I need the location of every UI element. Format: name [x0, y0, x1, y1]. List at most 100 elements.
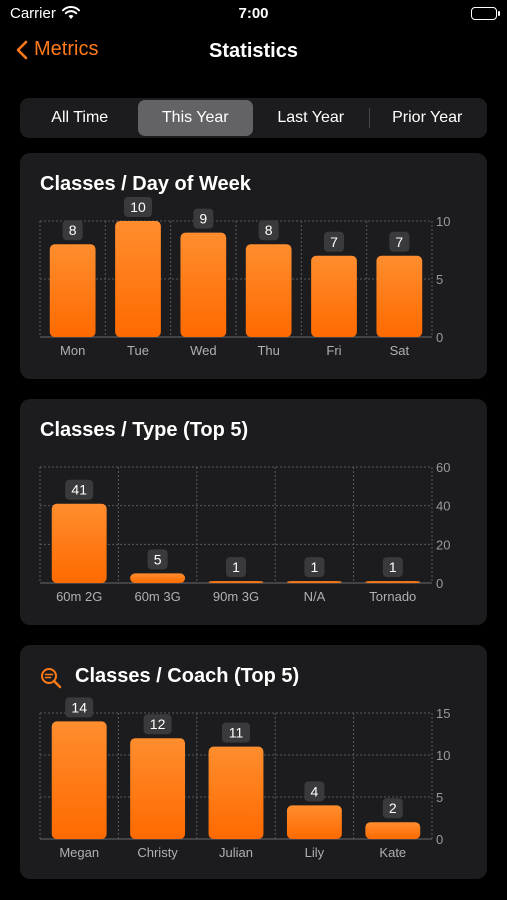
data-label: 41 — [71, 482, 87, 498]
x-tick-label: Mon — [60, 343, 85, 358]
bar[interactable] — [311, 255, 357, 337]
y-tick-label: 5 — [436, 790, 443, 805]
day-of-week-card: Classes / Day of Week 0 5 10 8 Mon 10 Tue 9 Wed 8… — [20, 153, 487, 379]
data-label: 14 — [71, 699, 87, 715]
x-tick-label: Tornado — [369, 589, 416, 604]
bar[interactable] — [208, 581, 264, 583]
y-tick-label: 0 — [436, 832, 443, 847]
y-tick-label: 10 — [436, 214, 450, 229]
data-label-bg — [226, 557, 246, 578]
bar[interactable] — [365, 581, 421, 583]
chevron-left-icon — [16, 40, 28, 59]
data-label: 8 — [265, 222, 273, 238]
class-type-card: Classes / Type (Top 5) 0 20 40 60 41 60m 2G 5 6… — [20, 399, 487, 625]
x-tick-label: 60m 3G — [134, 589, 180, 604]
period-segmented-control: All Time This Year Last Year Prior Year — [20, 98, 487, 138]
data-label: 7 — [330, 234, 338, 250]
data-label-bg — [382, 557, 403, 578]
data-label: 5 — [154, 551, 162, 567]
x-tick-label: 60m 2G — [56, 589, 102, 604]
data-label-bg — [65, 697, 94, 718]
y-tick-label: 20 — [436, 537, 450, 552]
data-label-bg — [124, 197, 152, 217]
x-tick-label: Christy — [137, 845, 178, 860]
y-tick-label: 15 — [436, 706, 450, 721]
bar[interactable] — [245, 244, 292, 337]
battery-icon — [471, 7, 500, 20]
data-label-bg — [222, 722, 250, 743]
back-button[interactable]: Metrics — [16, 38, 98, 61]
carrier-label: Carrier — [10, 5, 56, 22]
coach-chart: 0 5 10 15 14 Megan 12 Christy 11 Julian 4 Lily 2 Kate — [39, 697, 450, 860]
data-label: 1 — [389, 559, 397, 575]
page-title: Statistics — [209, 40, 298, 62]
y-tick-label: 40 — [436, 499, 450, 514]
x-tick-label: N/A — [304, 589, 326, 604]
data-label: 1 — [232, 559, 240, 575]
x-tick-label: Tue — [127, 343, 149, 358]
y-tick-label: 10 — [436, 748, 450, 763]
y-tick-label: 0 — [436, 330, 443, 345]
status-bar: Carrier 7:00 — [0, 0, 507, 30]
x-tick-label: Fri — [326, 343, 341, 358]
segment-all-time[interactable]: All Time — [51, 109, 109, 126]
data-label-bg — [382, 798, 403, 819]
x-tick-label: Kate — [379, 845, 406, 860]
wifi-icon — [62, 6, 80, 25]
x-tick-label: Thu — [257, 343, 279, 358]
bar[interactable] — [180, 232, 227, 337]
x-tick-label: Wed — [190, 343, 217, 358]
bar[interactable] — [130, 738, 186, 839]
x-tick-label: Sat — [390, 343, 410, 358]
day-of-week-chart: 0 5 10 8 Mon 10 Tue 9 Wed 8 Thu 7 Fri 7 Sat — [39, 197, 450, 358]
search-chart-icon[interactable] — [40, 667, 62, 694]
back-button-label: Metrics — [34, 38, 99, 60]
x-tick-label: Megan — [59, 845, 99, 860]
bar[interactable] — [115, 221, 161, 337]
chart-title: Classes / Day of Week — [40, 173, 251, 195]
bar[interactable] — [130, 573, 186, 583]
class-type-chart: 0 20 40 60 41 60m 2G 5 60m 3G 1 90m 3G 1 N/A 1 Tornad… — [39, 460, 450, 604]
y-tick-label: 5 — [436, 272, 443, 287]
segment-divider — [368, 108, 370, 128]
data-label: 4 — [311, 783, 319, 799]
chart-title: Classes / Type (Top 5) — [40, 419, 249, 441]
x-tick-label: Lily — [305, 845, 325, 860]
x-tick-label: 90m 3G — [213, 589, 259, 604]
data-label: 11 — [229, 725, 244, 741]
x-tick-label: Julian — [219, 845, 253, 860]
bar[interactable] — [51, 721, 107, 839]
coach-card: Classes / Coach (Top 5) 0 5 10 15 14 Megan 12 C… — [20, 645, 487, 879]
clock-time: 7:00 — [238, 5, 269, 22]
y-tick-label: 0 — [436, 576, 443, 591]
bar[interactable] — [286, 805, 342, 839]
data-label-bg — [143, 714, 172, 735]
segment-last-year[interactable]: Last Year — [277, 109, 345, 126]
navigation-bar: Metrics Statistics — [0, 30, 507, 76]
data-label-bg — [304, 781, 325, 802]
data-label-bg — [193, 208, 214, 229]
data-label-bg — [389, 231, 410, 252]
chart-title: Classes / Coach (Top 5) — [75, 665, 300, 687]
data-label: 7 — [395, 234, 403, 250]
segment-this-year[interactable]: This Year — [137, 100, 253, 136]
data-label-bg — [147, 549, 168, 570]
data-label: 8 — [69, 222, 77, 238]
data-label-bg — [324, 231, 344, 252]
bar[interactable] — [286, 581, 342, 583]
data-label: 12 — [150, 716, 166, 732]
bar[interactable] — [365, 822, 421, 839]
bar[interactable] — [376, 255, 423, 337]
data-label-bg — [258, 220, 279, 241]
bar[interactable] — [49, 244, 96, 337]
data-label-bg — [65, 479, 94, 500]
data-label: 9 — [199, 211, 207, 227]
segment-prior-year[interactable]: Prior Year — [392, 109, 463, 126]
bar[interactable] — [208, 746, 264, 839]
data-label-bg — [62, 220, 83, 241]
y-tick-label: 60 — [436, 460, 450, 475]
data-label: 2 — [389, 800, 397, 816]
data-label-bg — [304, 557, 325, 578]
bar[interactable] — [51, 503, 107, 583]
data-label: 1 — [311, 559, 319, 575]
